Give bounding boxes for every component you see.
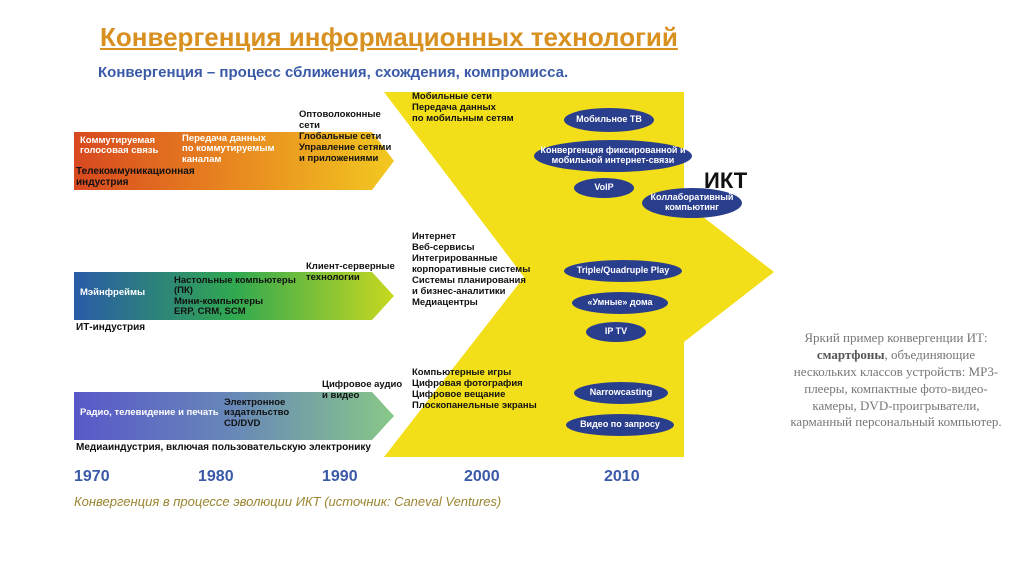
telecom-1990: Оптоволоконные сети Глобальные сети Упра… — [299, 110, 399, 165]
sidebar-line1: Яркий пример конвергенции ИТ: — [804, 330, 987, 345]
it-2000: Интернет Веб-сервисы Интегрированные кор… — [412, 232, 540, 308]
page-subtitle: Конвергенция – процесс сближения, схожде… — [98, 64, 568, 81]
bubble-1: Конвергенция фиксированной и мобильной и… — [534, 140, 692, 172]
telecom-1970: Коммутируемая голосовая связь — [80, 136, 158, 157]
bubble-2: VoIP — [574, 178, 634, 198]
it-1970: Мэйнфреймы — [80, 288, 145, 298]
it-1980: Настольные компьютеры (ПК) Мини-компьюте… — [174, 276, 296, 318]
caption: Конвергенция в процессе эволюции ИКТ (ис… — [74, 494, 501, 509]
industry-telecom: Телекоммуникационная индустрия — [76, 166, 195, 188]
bubble-7: Narrowcasting — [574, 382, 668, 404]
page-title: Конвергенция информационных технологий — [100, 22, 678, 53]
convergence-diagram: Коммутируемая голосовая связь Передача д… — [74, 92, 774, 532]
year-1990: 1990 — [322, 468, 358, 486]
bubble-6: IP TV — [586, 322, 646, 342]
bubble-5: «Умные» дома — [572, 292, 668, 314]
industry-media: Медиаиндустрия, включая пользовательскую… — [76, 442, 371, 453]
media-1980: Электронное издательство CD/DVD — [224, 398, 289, 429]
bubble-0: Мобильное ТВ — [564, 108, 654, 132]
industry-it: ИТ-индустрия — [76, 322, 145, 333]
year-2000: 2000 — [464, 468, 500, 486]
bubble-4: Triple/Quadruple Play — [564, 260, 682, 282]
telecom-1980: Передача данных по коммутируемым каналам — [182, 134, 274, 165]
ikt-label: ИКТ — [704, 168, 747, 194]
year-1980: 1980 — [198, 468, 234, 486]
year-2010: 2010 — [604, 468, 640, 486]
media-2000: Компьютерные игры Цифровая фотография Ци… — [412, 368, 540, 412]
media-1970: Радио, телевидение и печать — [80, 408, 219, 418]
it-1990: Клиент-серверные технологии — [306, 262, 396, 284]
telecom-2000: Мобильные сети Передача данных по мобиль… — [412, 92, 532, 125]
year-1970: 1970 — [74, 468, 110, 486]
sidebar-bold: смартфоны — [817, 347, 885, 362]
media-1990: Цифровое аудио и видео — [322, 380, 412, 402]
sidebar-note: Яркий пример конвергенции ИТ: смартфоны,… — [786, 330, 1006, 431]
bubble-8: Видео по запросу — [566, 414, 674, 436]
